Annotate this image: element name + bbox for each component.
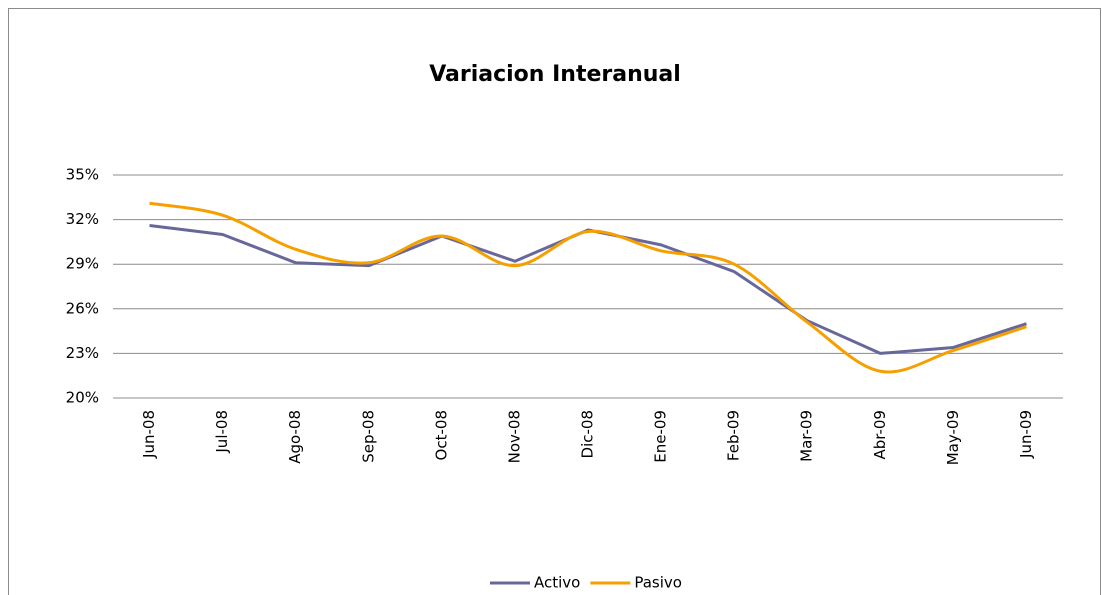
x-tick-label: Nov-08: [505, 410, 523, 463]
y-tick-label: 23%: [66, 344, 99, 362]
x-tick-label: Feb-09: [725, 410, 743, 461]
chart-title: Variacion Interanual: [429, 62, 681, 87]
legend-label: Pasivo: [634, 574, 682, 592]
chart-border: [8, 8, 1101, 595]
series-line: [149, 201, 1027, 374]
x-tick-label: Abr-09: [871, 410, 889, 460]
x-tick-label: Sep-08: [359, 410, 377, 463]
x-tick-label: Ene-09: [652, 410, 670, 463]
x-tick-label: Oct-08: [432, 410, 450, 460]
x-tick-label: Dic-08: [579, 410, 597, 458]
x-tick-label: Jul-08: [213, 410, 231, 454]
x-tick-label: Ago-08: [286, 410, 304, 464]
y-tick-label: 35%: [66, 166, 99, 184]
y-tick-label: 20%: [66, 389, 99, 407]
y-tick-label: 26%: [66, 299, 99, 317]
x-tick-label: May-09: [944, 410, 962, 465]
x-tick-label: Mar-09: [798, 410, 816, 462]
legend-label: Activo: [534, 574, 580, 592]
x-tick-label: Jun-09: [1017, 410, 1035, 459]
y-tick-label: 32%: [66, 210, 99, 228]
y-tick-label: 29%: [66, 255, 99, 273]
x-tick-label: Jun-08: [140, 410, 158, 459]
